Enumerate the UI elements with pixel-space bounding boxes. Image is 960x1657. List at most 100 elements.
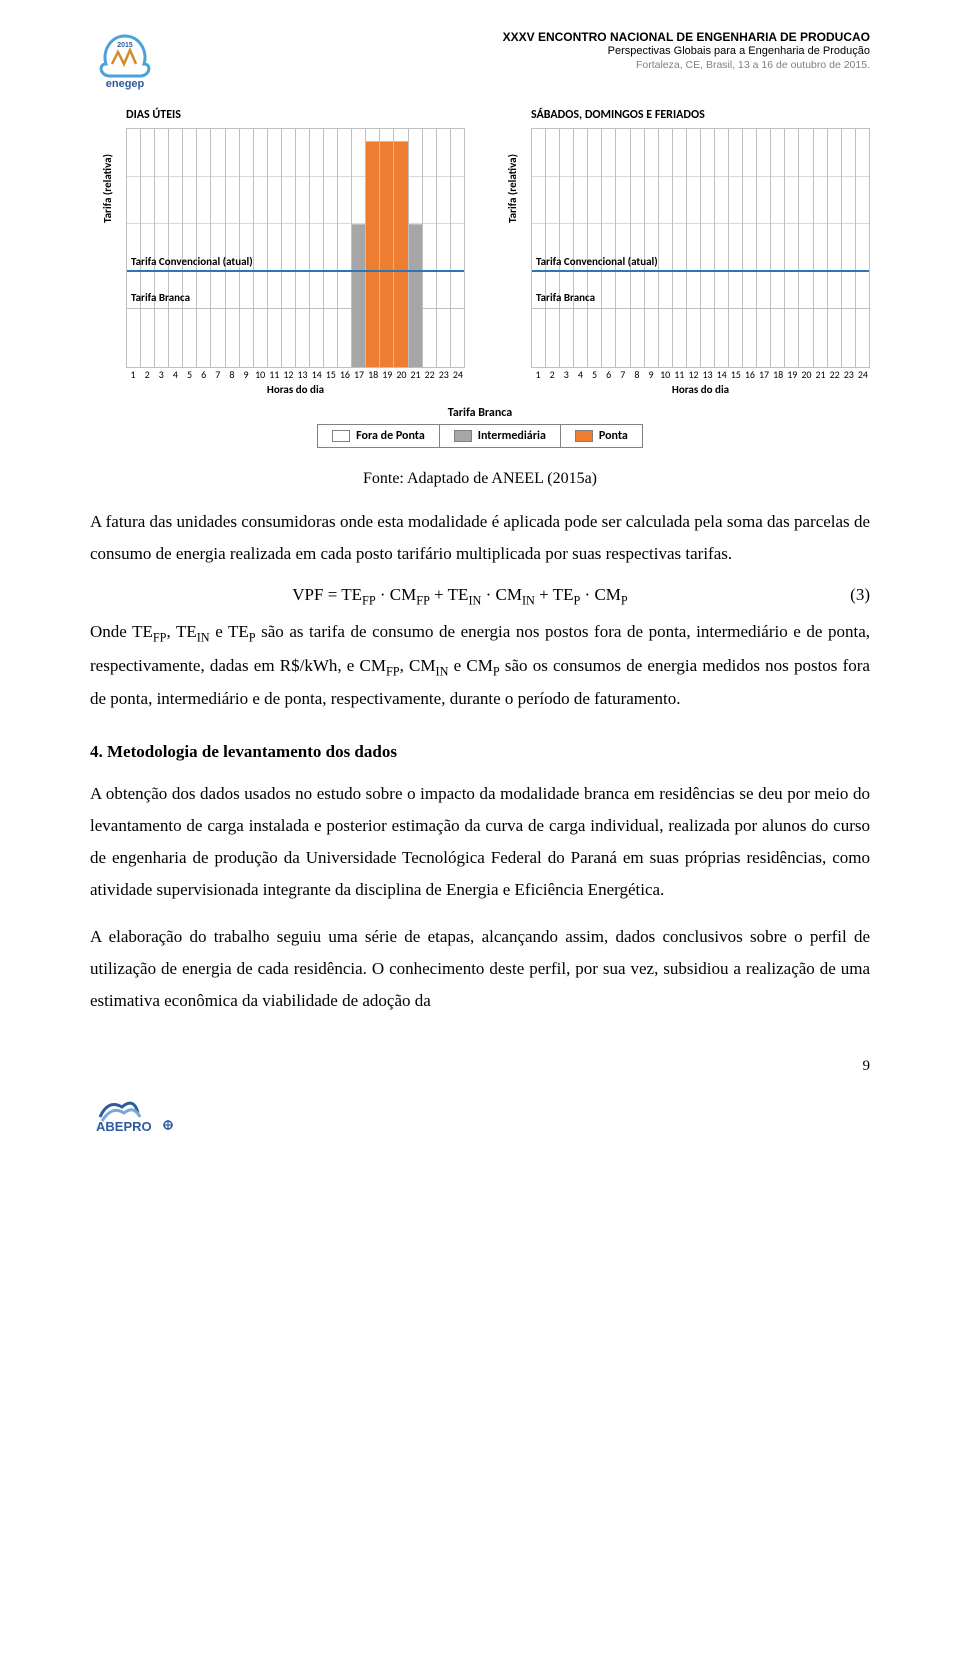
bar-slot — [197, 129, 211, 367]
bar — [814, 308, 827, 368]
bar-slot — [602, 129, 616, 367]
bar — [729, 308, 742, 368]
chart-plot-area: Tarifa (relativa)Tarifa Convencional (at… — [531, 128, 870, 368]
bar-slot — [366, 129, 380, 367]
bar-slot — [546, 129, 560, 367]
bar-slot — [532, 129, 546, 367]
bar — [254, 308, 267, 368]
bar — [546, 308, 559, 368]
equation-number: (3) — [830, 585, 870, 605]
legend: Fora de PontaIntermediáriaPonta — [90, 424, 870, 448]
bar-slot — [743, 129, 757, 367]
bar-slot — [268, 129, 282, 367]
y-axis-label: Tarifa (relativa) — [506, 154, 519, 223]
bar-slot — [352, 129, 366, 367]
bar — [701, 308, 714, 368]
bar — [588, 308, 601, 368]
bar-slot — [673, 129, 687, 367]
bar-slot — [645, 129, 659, 367]
conventional-tariff-line — [127, 270, 464, 272]
bar — [226, 308, 239, 368]
bar-slot — [715, 129, 729, 367]
chart-plot-area: Tarifa (relativa)Tarifa Convencional (at… — [126, 128, 465, 368]
bar-slot — [701, 129, 715, 367]
equation-3: VPF = TEFP · CMFP + TEIN · CMIN + TEP · … — [90, 585, 870, 608]
conventional-label: Tarifa Convencional (atual) — [536, 255, 658, 268]
bar-slot — [423, 129, 437, 367]
bar — [127, 308, 140, 368]
bar-slot — [574, 129, 588, 367]
bar-slot — [338, 129, 352, 367]
bar — [602, 308, 615, 368]
x-ticks: 123456789101112131415161718192021222324 — [126, 368, 465, 381]
legend-title: Tarifa Branca — [90, 406, 870, 420]
header-line-3: Fortaleza, CE, Brasil, 13 a 16 de outubr… — [170, 59, 870, 72]
bar-slot — [240, 129, 254, 367]
bar — [532, 308, 545, 368]
branca-label: Tarifa Branca — [536, 291, 595, 304]
bar-slot — [409, 129, 423, 367]
header-line-2: Perspectivas Globais para a Engenharia d… — [170, 45, 870, 59]
page-number: 9 — [90, 1058, 870, 1075]
bar — [743, 308, 756, 368]
bar-slot — [560, 129, 574, 367]
bar — [380, 141, 393, 367]
bar-slot — [631, 129, 645, 367]
bar-slot — [814, 129, 828, 367]
chart-panel-0: DIAS ÚTEISTarifa (relativa)Tarifa Conven… — [90, 108, 465, 396]
bar-slot — [842, 129, 856, 367]
bar — [757, 308, 770, 368]
bar-slot — [324, 129, 338, 367]
legend-swatch — [454, 430, 472, 442]
svg-text:enegep: enegep — [106, 78, 145, 90]
bar-slot — [226, 129, 240, 367]
bar — [394, 141, 407, 367]
bar — [282, 308, 295, 368]
conventional-label: Tarifa Convencional (atual) — [131, 255, 253, 268]
bar — [268, 308, 281, 368]
bar — [856, 308, 869, 368]
y-axis-label: Tarifa (relativa) — [101, 154, 114, 223]
bar-slot — [282, 129, 296, 367]
bar — [560, 308, 573, 368]
paragraph-3: A obtenção dos dados usados no estudo so… — [90, 778, 870, 907]
tariff-chart-figure: DIAS ÚTEISTarifa (relativa)Tarifa Conven… — [90, 108, 870, 448]
bar-slot — [141, 129, 155, 367]
abepro-logo: ABEPRO — [90, 1095, 180, 1137]
bar-slot — [437, 129, 451, 367]
header-text: XXXV ENCONTRO NACIONAL DE ENGENHARIA DE … — [170, 30, 870, 72]
page-header: 2015 enegep XXXV ENCONTRO NACIONAL DE EN… — [90, 30, 870, 90]
bar — [211, 308, 224, 368]
bar-slot — [211, 129, 225, 367]
bar — [631, 308, 644, 368]
bar-slot — [659, 129, 673, 367]
equation-body: VPF = TEFP · CMFP + TEIN · CMIN + TEP · … — [90, 585, 830, 608]
bar-slot — [310, 129, 324, 367]
paragraph-4: A elaboração do trabalho seguiu uma séri… — [90, 921, 870, 1018]
bar-slot — [380, 129, 394, 367]
enegep-logo: 2015 enegep — [90, 30, 160, 90]
bar — [715, 308, 728, 368]
bar — [437, 308, 450, 368]
bar — [296, 308, 309, 368]
bar-slot — [828, 129, 842, 367]
bar — [645, 308, 658, 368]
bar — [771, 308, 784, 368]
bar — [659, 308, 672, 368]
bar-slot — [799, 129, 813, 367]
figure-caption: Fonte: Adaptado de ANEEL (2015a) — [90, 470, 870, 488]
bar-slot — [856, 129, 869, 367]
bar — [338, 308, 351, 368]
bar-slot — [588, 129, 602, 367]
bar — [141, 308, 154, 368]
legend-swatch — [575, 430, 593, 442]
paragraph-2: Onde TEFP, TEIN e TEP são as tarifa de c… — [90, 616, 870, 716]
bar-slot — [169, 129, 183, 367]
legend-swatch — [332, 430, 350, 442]
bar-slot — [451, 129, 464, 367]
bar — [183, 308, 196, 368]
svg-text:2015: 2015 — [117, 42, 133, 49]
bar — [352, 224, 365, 367]
bar — [616, 308, 629, 368]
bar — [169, 308, 182, 368]
